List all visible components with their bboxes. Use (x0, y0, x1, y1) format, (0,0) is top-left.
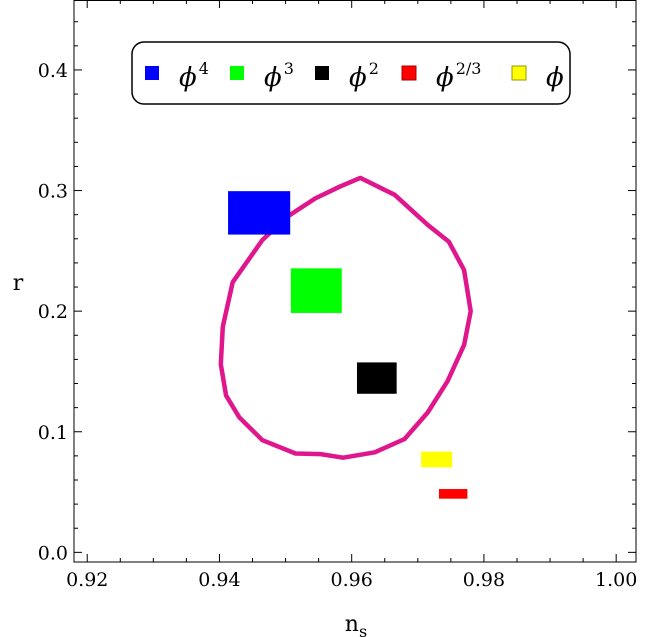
legend-swatch-0 (145, 66, 159, 80)
rect-0 (228, 191, 291, 235)
contour-line (218, 175, 473, 460)
rect-4 (421, 451, 453, 468)
legend-swatch-2 (315, 66, 329, 80)
x-tick-label: 0.94 (198, 569, 240, 591)
x-tick-label: 0.92 (66, 569, 108, 591)
y-tick-label: 0.4 (38, 60, 68, 82)
x-tick-label: 0.96 (331, 569, 373, 591)
legend-swatch-4 (511, 65, 527, 81)
rect-1 (290, 268, 342, 313)
legend-box (131, 41, 571, 105)
rect-2 (356, 362, 397, 394)
x-axis-label: ns (345, 612, 367, 637)
legend-exponent-0: 4 (199, 59, 209, 78)
legend-swatch-1 (230, 66, 244, 80)
x-axis-label-subscript: s (359, 622, 367, 637)
y-tick-label: 0.2 (38, 301, 68, 323)
y-axis-label: r (13, 271, 24, 296)
y-tick-label: 0.3 (38, 181, 68, 203)
rect-3 (438, 489, 468, 499)
plot-frame (73, 0, 637, 563)
legend-swatch-3 (401, 65, 417, 81)
x-tick-label: 1.00 (595, 569, 637, 591)
legend-label-4: ϕ (546, 63, 564, 93)
legend-exponent-1: 3 (284, 59, 294, 78)
y-tick-label: 0.1 (38, 422, 68, 444)
legend-exponent-3: 2/3 (456, 59, 482, 78)
x-tick-label: 0.98 (463, 569, 505, 591)
legend: ϕ 4 ϕ 3 ϕ 2 ϕ 2/3 ϕ (131, 41, 571, 105)
legend-exponent-2: 2 (369, 59, 379, 78)
y-tick-label: 0.0 (38, 542, 68, 564)
